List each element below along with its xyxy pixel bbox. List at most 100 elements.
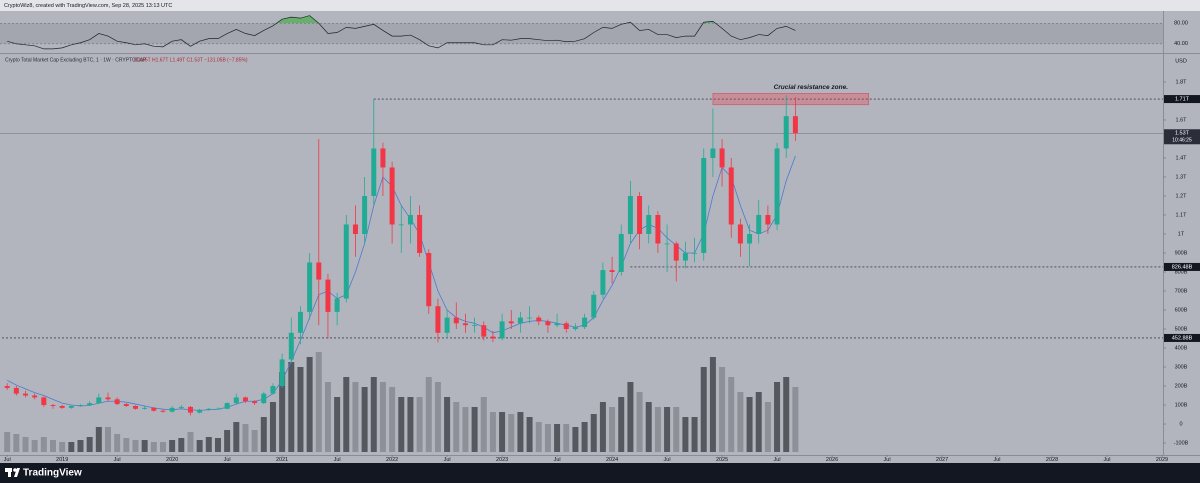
volume-bar	[324, 382, 331, 452]
volume-bar	[251, 430, 258, 452]
x-tick-label: 2028	[1046, 457, 1058, 463]
candle-body	[545, 321, 551, 326]
volume-bar	[31, 440, 38, 452]
candle-body	[187, 406, 193, 413]
volume-bar	[746, 397, 753, 452]
volume-bar	[297, 367, 304, 452]
candle-body	[637, 195, 643, 234]
candle-body	[132, 405, 138, 409]
volume-bar	[526, 417, 533, 452]
candle-body	[472, 325, 478, 327]
candle-body	[710, 148, 716, 158]
candle-body	[747, 233, 753, 244]
y-tick-label: 800B	[1175, 269, 1188, 275]
x-tick-label: Jul	[884, 457, 891, 463]
volume-bar	[123, 438, 130, 452]
rsi-tick-label: 80.00	[1174, 21, 1188, 27]
volume-bar	[654, 407, 661, 452]
time-axis	[0, 455, 1200, 463]
candle-body	[517, 317, 523, 324]
candle-body	[105, 397, 111, 400]
volume-bar	[572, 427, 579, 452]
x-tick-label: 2021	[276, 457, 288, 463]
volume-bar	[590, 414, 597, 452]
candle-body	[765, 214, 771, 225]
x-tick-label: 2026	[826, 457, 838, 463]
candle-body	[609, 270, 615, 272]
level-label: 826.48B	[1172, 264, 1193, 270]
volume-bar	[169, 440, 176, 452]
volume-bar	[563, 424, 570, 452]
candle-body	[343, 224, 349, 299]
candle-body	[325, 279, 331, 312]
volume-bar	[269, 402, 276, 452]
candle-body	[380, 148, 386, 168]
candle-body	[233, 397, 239, 404]
candle-body	[627, 195, 633, 234]
candle-body	[554, 323, 560, 326]
volume-bar	[370, 377, 377, 452]
candle-body	[169, 407, 175, 412]
y-tick-label: 1.4T	[1175, 155, 1187, 161]
volume-bar	[737, 392, 744, 452]
volume-bar	[489, 412, 496, 452]
candle-body	[371, 148, 377, 196]
candle-body	[701, 157, 707, 253]
volume-bar	[159, 442, 166, 452]
volume-bar	[664, 407, 671, 452]
volume-bar	[645, 402, 652, 452]
y-tick-label: 600B	[1175, 307, 1188, 313]
volume-bar	[618, 397, 625, 452]
volume-bar	[581, 422, 588, 452]
volume-bar	[40, 437, 47, 452]
volume-bar	[196, 440, 203, 452]
volume-bar	[233, 422, 240, 452]
candle-body	[426, 252, 432, 307]
ohlc-legend: O1.65T H1.67T L1.49T C1.53T −131.05B (−7…	[134, 57, 248, 63]
x-tick-label: 2029	[1156, 457, 1168, 463]
volume-bar	[242, 424, 249, 452]
volume-bar	[49, 440, 56, 452]
axes: 80.00 40.00 1.8T 1.6T 1.4T 1.3T 1.2T 1.1T 1T 900B…	[4, 21, 1200, 463]
candle-body	[682, 252, 688, 261]
x-tick-label: 2019	[56, 457, 68, 463]
candle-body	[737, 224, 743, 244]
candle-body	[389, 167, 395, 225]
y-tick-label: 1.6T	[1175, 117, 1187, 123]
candle-body	[142, 407, 148, 409]
x-tick-label: 2022	[386, 457, 398, 463]
volume-bar	[774, 382, 781, 452]
volume-bar	[59, 442, 66, 452]
currency-label: USD	[1175, 58, 1187, 64]
candle-body	[508, 321, 514, 324]
volume-bar	[132, 440, 139, 452]
candle-body	[41, 397, 47, 406]
volume-bar	[334, 397, 341, 452]
volume-bar	[306, 357, 313, 452]
candle-body	[32, 395, 38, 398]
candle-body	[453, 317, 459, 324]
x-tick-label: Jul	[994, 457, 1001, 463]
volume-bar	[627, 382, 634, 452]
y-tick-label: 200B	[1175, 383, 1188, 389]
candle-body	[398, 224, 404, 226]
candle-body	[215, 408, 221, 410]
volume-bar	[150, 442, 157, 452]
candle-body	[563, 323, 569, 330]
level-label: 1.71T	[1175, 97, 1190, 103]
volume-bar	[462, 407, 469, 452]
volume-bar	[224, 430, 231, 452]
chart-background	[0, 11, 1200, 455]
candle-body	[582, 317, 588, 328]
rsi-line	[7, 15, 796, 50]
y-tick-label: 300B	[1175, 364, 1188, 370]
candle-body	[618, 233, 624, 272]
volume-bar	[444, 397, 451, 452]
candle-body	[444, 317, 450, 333]
candle-body	[316, 262, 322, 280]
candle-body	[242, 397, 248, 402]
y-tick-label: 1.3T	[1175, 174, 1187, 180]
x-tick-label: Jul	[334, 457, 341, 463]
last-price-box	[1164, 129, 1200, 145]
volume-bar	[95, 427, 102, 452]
